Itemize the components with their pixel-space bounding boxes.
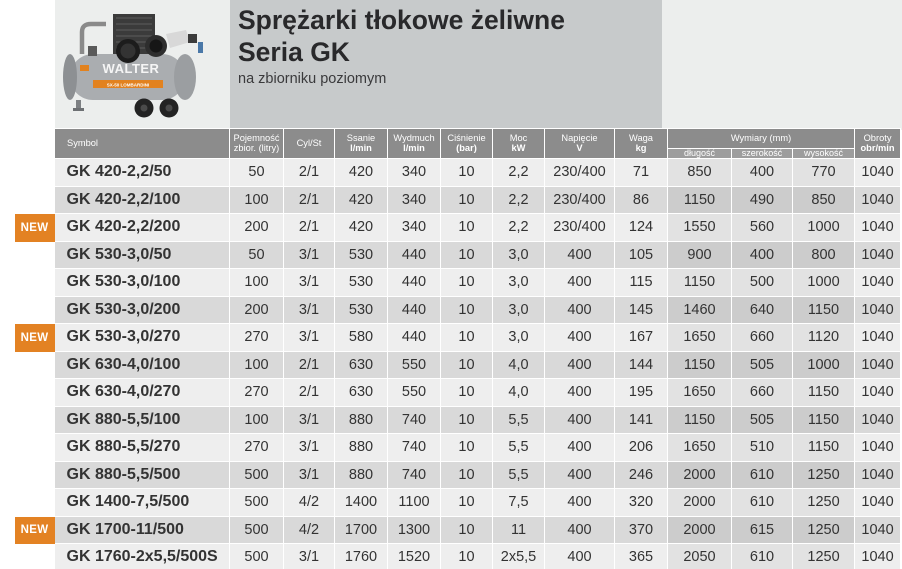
svg-text:SX-50 LOMBARDINI: SX-50 LOMBARDINI [107,83,150,88]
svg-text:WALTER: WALTER [103,61,160,76]
